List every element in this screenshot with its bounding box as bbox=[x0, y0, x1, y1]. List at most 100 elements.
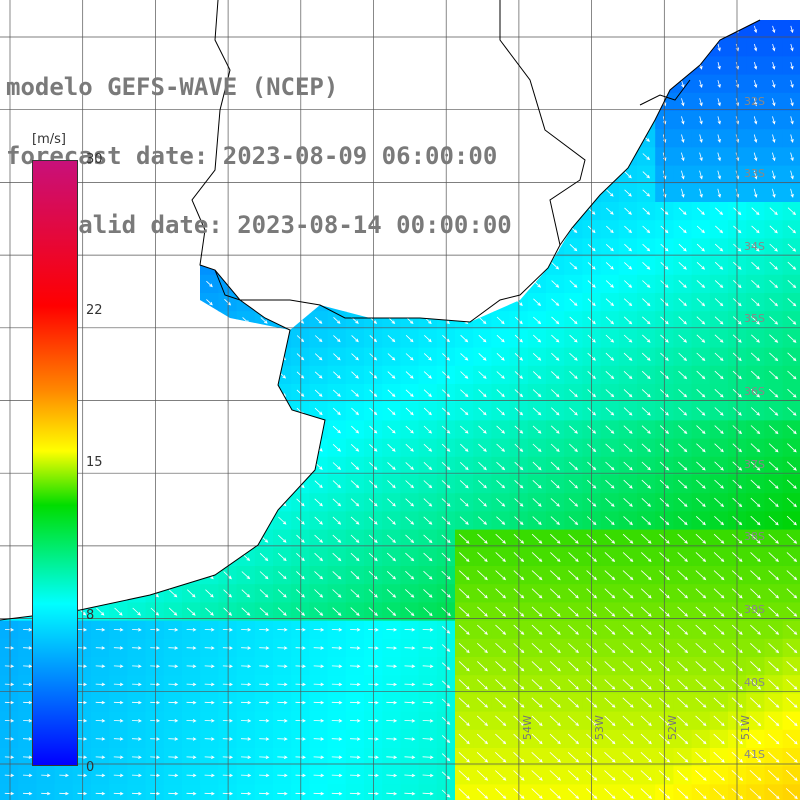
wind-arrow bbox=[551, 171, 559, 179]
wind-arrow bbox=[623, 298, 633, 307]
wind-arrow bbox=[641, 407, 651, 416]
sea-cell bbox=[273, 438, 292, 458]
wind-arrow bbox=[24, 263, 31, 269]
wind-arrow bbox=[786, 552, 798, 562]
wind-arrow bbox=[369, 444, 378, 452]
wind-arrow bbox=[696, 225, 705, 234]
wind-arrow bbox=[241, 607, 251, 616]
sea-cell bbox=[109, 347, 128, 367]
wind-arrow bbox=[641, 498, 652, 507]
wind-arrow bbox=[786, 751, 798, 763]
wind-arrow bbox=[568, 643, 579, 654]
wind-arrow bbox=[368, 516, 378, 525]
wind-arrow bbox=[242, 280, 250, 288]
wind-arrow bbox=[696, 461, 706, 471]
wind-arrow bbox=[187, 444, 196, 452]
wind-arrow bbox=[495, 770, 507, 781]
wind-arrow bbox=[349, 682, 361, 687]
wind-arrow bbox=[749, 697, 762, 708]
wind-arrow bbox=[606, 80, 614, 88]
sea-cell bbox=[418, 293, 438, 312]
wind-arrow bbox=[333, 371, 341, 379]
wind-arrow bbox=[459, 498, 469, 507]
wind-arrow bbox=[477, 661, 488, 672]
wind-arrow bbox=[641, 461, 651, 471]
wind-arrow bbox=[205, 353, 214, 361]
wind-arrow bbox=[622, 661, 634, 672]
wind-arrow bbox=[96, 607, 105, 616]
sea-cell bbox=[782, 111, 800, 130]
wind-arrow bbox=[259, 664, 270, 668]
wind-arrow bbox=[695, 788, 707, 800]
sea-cell bbox=[200, 329, 219, 349]
wind-arrow bbox=[569, 407, 578, 416]
wind-arrow bbox=[151, 389, 159, 397]
wind-arrow bbox=[532, 461, 542, 471]
sea-cell bbox=[145, 566, 165, 585]
wind-arrow bbox=[295, 664, 306, 668]
wind-arrow bbox=[241, 480, 250, 488]
sea-cell bbox=[145, 274, 165, 294]
wind-arrow bbox=[78, 281, 86, 287]
wind-arrow bbox=[151, 444, 159, 452]
wind-arrow bbox=[204, 682, 215, 687]
sea-cell bbox=[109, 511, 128, 531]
wind-arrow bbox=[568, 516, 579, 526]
wind-arrow bbox=[531, 570, 543, 581]
wind-arrow bbox=[533, 171, 541, 179]
wind-arrow bbox=[714, 479, 724, 489]
sea-cell bbox=[345, 274, 365, 294]
wind-arrow bbox=[241, 444, 250, 452]
wind-arrow bbox=[477, 624, 488, 635]
wind-arrow bbox=[296, 389, 305, 397]
wind-arrow bbox=[768, 497, 779, 508]
wind-arrow bbox=[790, 134, 794, 143]
wind-arrow bbox=[787, 261, 797, 270]
wind-arrow bbox=[133, 317, 141, 324]
wind-arrow bbox=[750, 370, 761, 380]
wind-arrow bbox=[715, 225, 724, 234]
wind-arrow bbox=[714, 280, 724, 288]
wind-arrow bbox=[786, 533, 798, 544]
wind-arrow bbox=[787, 280, 797, 289]
wind-arrow bbox=[6, 317, 13, 324]
wind-arrow bbox=[751, 280, 760, 289]
wind-arrow bbox=[222, 628, 233, 632]
wind-arrow bbox=[677, 533, 688, 544]
wind-arrow bbox=[240, 755, 252, 759]
wind-arrow bbox=[678, 389, 688, 398]
wind-arrow bbox=[696, 425, 706, 434]
wind-arrow bbox=[713, 533, 725, 544]
wind-arrow bbox=[604, 643, 616, 654]
wind-arrow bbox=[6, 353, 13, 360]
wind-arrow bbox=[767, 770, 780, 781]
wind-arrow bbox=[568, 570, 579, 581]
sea-cell bbox=[145, 329, 165, 349]
wind-arrow bbox=[476, 733, 489, 745]
wind-arrow bbox=[624, 207, 632, 215]
sea-cell bbox=[491, 274, 511, 294]
wind-arrow bbox=[169, 335, 177, 342]
wind-arrow bbox=[772, 43, 776, 52]
wind-arrow bbox=[222, 700, 233, 705]
wind-arrow bbox=[295, 719, 306, 723]
wind-arrow bbox=[314, 480, 323, 489]
wind-arrow bbox=[786, 515, 797, 526]
wind-arrow bbox=[386, 773, 398, 778]
wind-arrow bbox=[168, 607, 178, 616]
wind-arrow bbox=[96, 498, 105, 506]
wind-arrow bbox=[549, 733, 561, 745]
wind-arrow bbox=[768, 461, 779, 471]
wind-arrow bbox=[551, 80, 559, 87]
wind-arrow bbox=[259, 553, 269, 562]
wind-arrow bbox=[423, 389, 432, 398]
wind-arrow bbox=[717, 80, 721, 89]
wind-arrow bbox=[404, 755, 416, 759]
wind-arrow bbox=[386, 664, 398, 668]
sea-cell bbox=[418, 784, 438, 800]
wind-arrow bbox=[278, 462, 287, 470]
sea-cell bbox=[527, 74, 547, 94]
sea-cell bbox=[91, 511, 110, 531]
wind-arrow bbox=[77, 700, 88, 705]
wind-arrow bbox=[296, 371, 305, 379]
